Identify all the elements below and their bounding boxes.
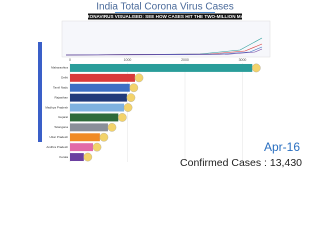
side-strip — [38, 42, 42, 142]
trend-panel — [61, 20, 271, 58]
bar-icon — [117, 113, 127, 122]
bar-icon — [134, 73, 144, 83]
y-tick-label: Kerala — [59, 155, 68, 159]
bar-icon — [83, 152, 93, 162]
y-tick-label: Gujarat — [58, 115, 68, 119]
bar — [70, 63, 253, 72]
total-label: Confirmed Cases : 13,430 — [180, 157, 302, 169]
bar — [70, 113, 119, 122]
y-tick-label: Madhya Pradesh — [45, 105, 68, 109]
y-tick-label: Rajasthan — [54, 95, 68, 99]
bar — [70, 83, 130, 92]
y-tick-label: Uttar Pradesh — [49, 135, 68, 139]
bar — [70, 123, 108, 132]
bar — [70, 103, 125, 112]
bar — [70, 143, 93, 152]
x-tick-label: 2000 — [181, 58, 189, 62]
bar-icon — [107, 123, 117, 132]
bar — [70, 73, 135, 82]
y-tick-label: Maharashtra — [51, 66, 68, 70]
bar — [70, 133, 100, 142]
bar-icon — [126, 93, 136, 102]
bar-icon — [99, 132, 109, 142]
y-tick-label: Telangana — [54, 125, 68, 129]
bar — [70, 93, 127, 102]
y-tick-label: Tamil Nadu — [53, 86, 68, 90]
bar-icon — [251, 63, 261, 73]
chart: India Total Corona Virus Cases CORONAVIR… — [38, 1, 303, 169]
chart-subtitle: CORONAVIRUS VISUALISED: SEE HOW CASES HI… — [79, 14, 251, 19]
subtitle-band — [88, 13, 242, 20]
date-label: Apr-16 — [264, 140, 300, 154]
x-tick-label: 3000 — [239, 58, 247, 62]
trend-lines — [65, 37, 263, 56]
bar-icon — [92, 142, 102, 152]
bar-icon — [123, 103, 133, 112]
x-tick-label: 0 — [69, 58, 71, 62]
y-tick-label: Delhi — [61, 76, 68, 80]
x-tick-label: 1000 — [124, 58, 132, 62]
chart-title: India Total Corona Virus Cases — [96, 2, 234, 13]
trend-line — [65, 48, 263, 56]
y-tick-label: Andhra Pradesh — [46, 145, 68, 149]
bar-icon — [129, 83, 139, 93]
plot: 0 1000 2000 3000 Maharashtra Delhi Tamil Nadu R… — [45, 58, 261, 162]
bar — [70, 153, 84, 162]
